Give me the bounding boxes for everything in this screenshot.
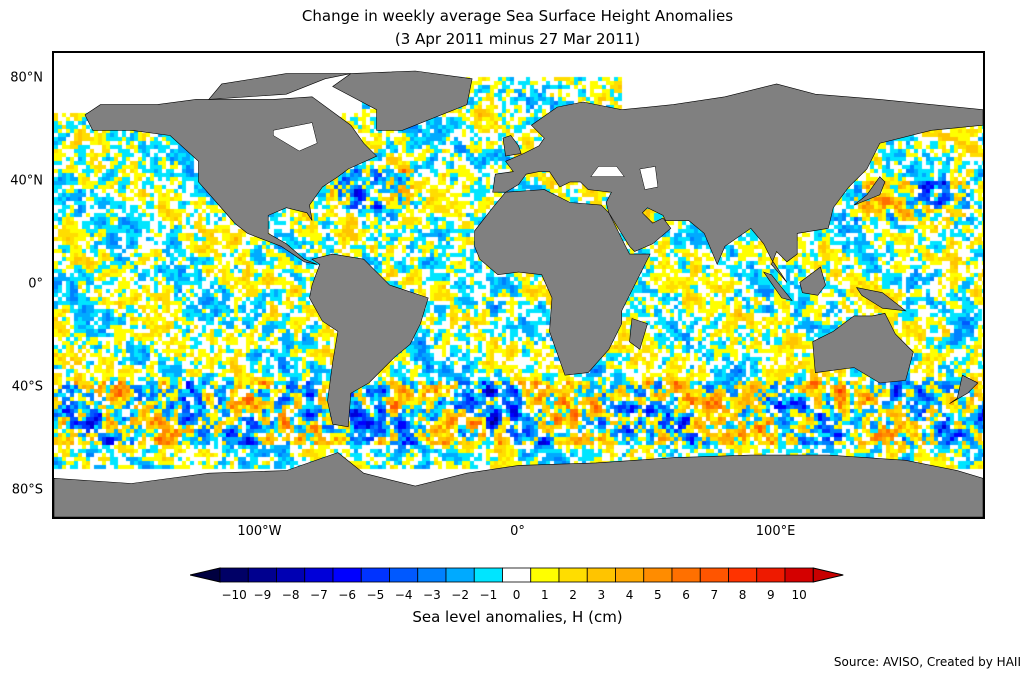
colorbar-cell — [502, 567, 532, 583]
y-tick-label: 40°S — [11, 379, 43, 395]
colorbar-tick-label: 4 — [625, 588, 634, 602]
colorbar-tick-label: −5 — [366, 588, 385, 602]
colorbar-tick-label: −6 — [338, 588, 356, 602]
colorbar-tick-label: −4 — [394, 588, 413, 602]
land-south-america — [309, 253, 429, 428]
colorbar — [190, 567, 844, 583]
colorbar-cell — [756, 567, 786, 583]
land-antarctica — [54, 452, 983, 517]
x-tick-label: 0° — [510, 524, 525, 539]
chart-title: Change in weekly average Sea Surface Hei… — [301, 7, 734, 25]
colorbar-cell — [360, 567, 390, 583]
colorbar-cell — [643, 567, 673, 583]
y-tick-label: 40°N — [10, 173, 43, 189]
colorbar-cell — [332, 567, 362, 583]
y-tick-label: 80°N — [10, 70, 43, 86]
colorbar-tick-label: 6 — [682, 588, 690, 602]
colorbar-cell — [445, 567, 475, 583]
colorbar-tick-label: 5 — [654, 588, 662, 602]
colorbar-tick-label: 10 — [791, 588, 807, 602]
water-black-sea — [590, 166, 625, 177]
land-africa — [474, 189, 651, 376]
water-caspian-sea — [639, 166, 659, 190]
colorbar-tick-label: −9 — [253, 588, 272, 602]
colorbar-cell — [784, 567, 814, 583]
land-uk — [502, 135, 522, 157]
x-tick-label: 100°E — [755, 524, 796, 539]
land-masses — [54, 70, 983, 517]
chart-subtitle: (3 Apr 2011 minus 27 Mar 2011) — [394, 30, 641, 48]
land-eurasia — [492, 83, 983, 283]
x-tick-label: 100°W — [237, 524, 282, 539]
land-borneo — [799, 266, 826, 296]
land-australia — [812, 313, 914, 384]
colorbar-cell — [728, 567, 758, 583]
colorbar-tick-label: −8 — [281, 588, 300, 602]
colorbar-tick-label: 2 — [569, 588, 577, 602]
land-sumatra — [762, 271, 793, 302]
colorbar-label: Sea level anomalies, H (cm) — [412, 608, 623, 626]
colorbar-tick-label: −1 — [479, 588, 498, 602]
colorbar-tick-label: −2 — [451, 588, 469, 602]
colorbar-tick-label: 8 — [738, 588, 747, 602]
land-north-america — [84, 96, 378, 265]
water-hudson-bay — [273, 122, 318, 152]
colorbar-cell — [417, 567, 447, 583]
colorbar-overflow-arrow — [812, 567, 844, 583]
land-japan — [853, 176, 886, 206]
colorbar-tick-label: 7 — [710, 588, 719, 602]
colorbar-tick-label: 9 — [767, 588, 775, 602]
colorbar-tick-label: −10 — [221, 588, 247, 602]
colorbar-cell — [558, 567, 588, 583]
colorbar-tick-label: −3 — [423, 588, 441, 602]
colorbar-tick-label: 0 — [512, 588, 521, 602]
source-credit: Source: AVISO, Created by HAII — [833, 655, 1021, 669]
colorbar-tick-label: 1 — [541, 588, 549, 602]
land-canadian-arctic — [208, 73, 351, 100]
y-tick-label: 80°S — [11, 482, 43, 498]
colorbar-cell — [530, 567, 560, 583]
colorbar-cell — [615, 567, 645, 583]
colorbar-cell — [699, 567, 729, 583]
land-greenland — [332, 70, 473, 131]
y-tick-label: 0° — [28, 276, 43, 292]
land-new-guinea — [855, 287, 907, 312]
colorbar-cell — [389, 567, 419, 583]
colorbar-cell — [586, 567, 616, 583]
colorbar-cell — [276, 567, 306, 583]
colorbar-cell — [473, 567, 503, 583]
colorbar-cell — [671, 567, 701, 583]
colorbar-tick-label: −7 — [310, 588, 328, 602]
land-madagascar — [629, 318, 648, 350]
colorbar-tick-label: 3 — [597, 588, 606, 602]
colorbar-underflow-arrow — [190, 567, 221, 583]
map-plot-area — [52, 51, 985, 519]
land-new-zealand — [949, 374, 979, 404]
colorbar-cell — [219, 567, 249, 583]
colorbar-cell — [247, 567, 277, 583]
colorbar-cell — [304, 567, 334, 583]
